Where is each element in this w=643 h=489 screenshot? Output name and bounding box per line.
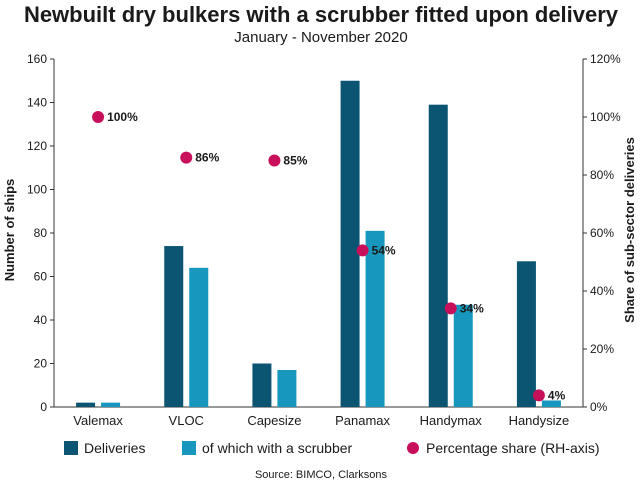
y-tick-label: 80	[34, 226, 48, 240]
y-tick-label: 140	[27, 96, 47, 110]
y2-tick-label: 120%	[590, 52, 621, 66]
y2-tick-label: 60%	[590, 226, 614, 240]
data-label: 86%	[195, 151, 219, 165]
y2-tick-label: 40%	[590, 284, 614, 298]
legend-swatch	[182, 441, 196, 455]
data-label: 85%	[283, 154, 307, 168]
x-tick-label: Valemax	[73, 413, 123, 428]
y-tick-label: 20	[34, 357, 48, 371]
y-tick-label: 160	[27, 52, 47, 66]
percentage-share-point	[356, 244, 369, 257]
y2-tick-label: 0%	[590, 400, 608, 414]
y2-tick-label: 80%	[590, 168, 614, 182]
y-tick-label: 120	[27, 139, 47, 153]
legend-label: Deliveries	[84, 440, 145, 456]
x-tick-label: VLOC	[169, 413, 204, 428]
y-axis-title: Number of ships	[2, 179, 17, 282]
y-tick-label: 40	[34, 313, 48, 327]
data-label: 54%	[372, 243, 396, 257]
data-label: 4%	[548, 388, 566, 402]
bar-deliveries	[252, 363, 272, 407]
percentage-share-point	[532, 389, 545, 402]
x-tick-label: Capesize	[247, 413, 301, 428]
bar-with-scrubber	[541, 400, 561, 407]
legend-label: Percentage share (RH-axis)	[426, 440, 600, 456]
source-note: Source: BIMCO, Clarksons	[255, 469, 388, 481]
chart-title: Newbuilt dry bulkers with a scrubber fit…	[24, 2, 619, 27]
legend-swatch	[64, 441, 78, 455]
bar-deliveries	[164, 246, 184, 407]
legend-swatch	[407, 442, 419, 454]
bar-deliveries	[516, 261, 536, 407]
bar-deliveries	[428, 104, 448, 408]
legend: Deliveries of which with a scrubber Percen…	[64, 440, 600, 456]
y2-tick-label: 100%	[590, 110, 621, 124]
y2-axis-title: Share of sub-sector deliveries	[622, 137, 637, 323]
bar-deliveries	[340, 80, 360, 407]
bar-with-scrubber	[189, 267, 209, 407]
y-tick-label: 100	[27, 183, 47, 197]
bar-deliveries	[76, 402, 96, 407]
percentage-share-point	[268, 154, 281, 167]
chart-subtitle: January - November 2020	[234, 29, 407, 46]
x-tick-label: Handysize	[509, 413, 570, 428]
data-label: 100%	[107, 110, 138, 124]
x-tick-label: Panamax	[335, 413, 390, 428]
data-label: 34%	[460, 301, 484, 315]
bar-with-scrubber	[365, 230, 385, 407]
percentage-share-point	[444, 302, 457, 315]
x-tick-label: Handymax	[420, 413, 483, 428]
percentage-share-point	[92, 111, 105, 123]
legend-label: of which with a scrubber	[202, 440, 353, 456]
bar-with-scrubber	[277, 370, 297, 407]
percentage-share-point	[180, 151, 193, 164]
y-tick-label: 0	[40, 400, 47, 414]
y2-tick-label: 20%	[590, 342, 614, 356]
plot-area: 0 20 40 60 80 100 120 140 160 0% 20% 40% 60% 80% 100% 1…	[27, 52, 621, 428]
bar-with-scrubber	[453, 304, 473, 407]
bar-with-scrubber	[101, 402, 121, 407]
y-tick-label: 60	[34, 270, 48, 284]
